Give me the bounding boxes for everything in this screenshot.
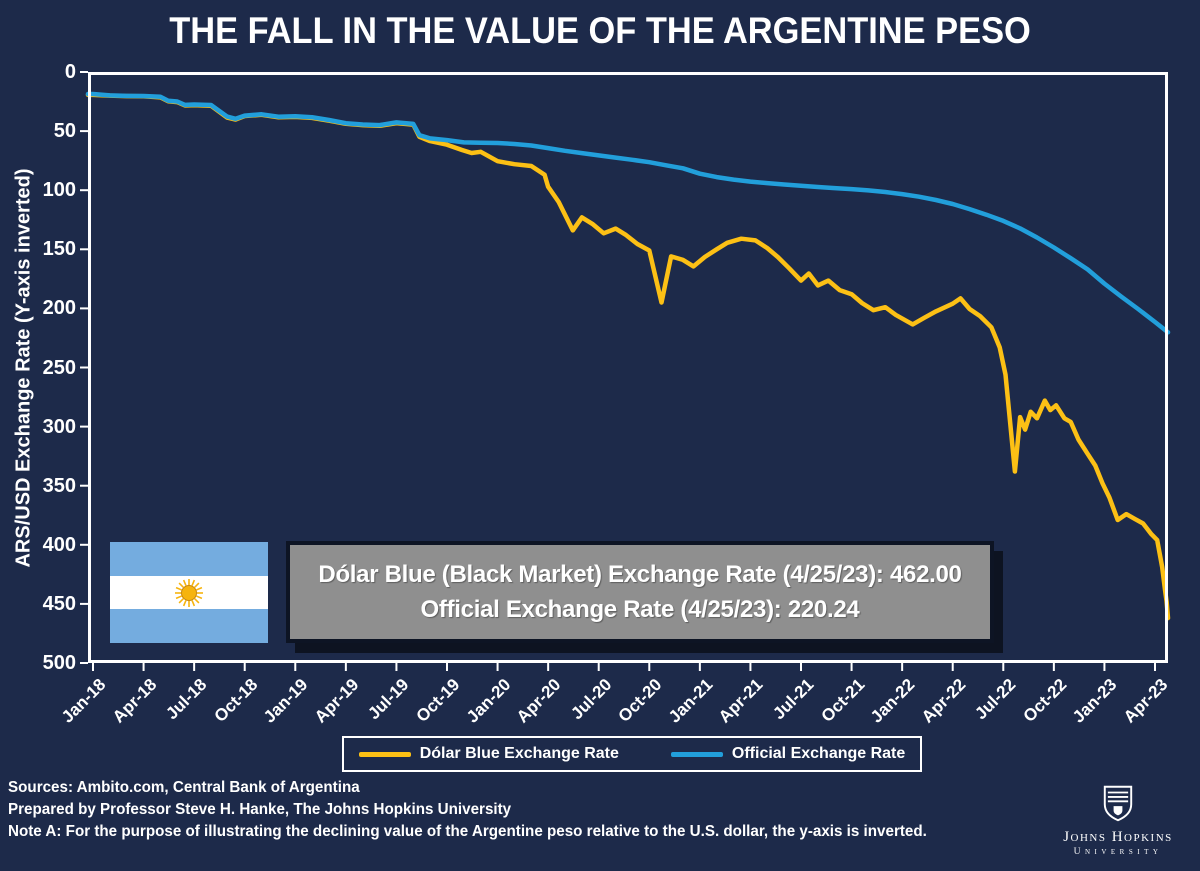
jhu-logo-university: University <box>1073 847 1163 857</box>
y-tick-label: 150 <box>42 238 76 261</box>
dolar-blue-line-swatch <box>358 751 411 757</box>
official-line <box>85 91 1171 335</box>
johns-hopkins-logo: Johns Hopkins University <box>1058 785 1178 857</box>
jhu-shield-icon <box>1103 785 1133 822</box>
footer-notes: Sources: Ambito.com, Central Bank of Arg… <box>8 777 927 843</box>
y-tick-label: 500 <box>42 652 76 674</box>
y-tick-label: 200 <box>42 297 76 320</box>
chart-legend: Dólar Blue Exchange Rate Official Exchan… <box>342 736 922 772</box>
legend-item-dolar-blue: Dólar Blue Exchange Rate <box>358 745 619 763</box>
legend-label-official: Official Exchange Rate <box>731 745 906 762</box>
note-a-line: Note A: For the purpose of illustrating … <box>8 823 927 840</box>
argentina-flag <box>110 542 268 644</box>
plot-frame <box>88 72 1168 663</box>
jhu-logo-name: Johns Hopkins <box>1063 829 1173 845</box>
dolar-blue-line <box>85 92 1171 621</box>
legend-label-dolar-blue: Dólar Blue Exchange Rate <box>419 745 619 762</box>
sources-line: Sources: Ambito.com, Central Bank of Arg… <box>8 779 360 796</box>
y-tick-label: 350 <box>42 474 76 497</box>
annotation-line-2: Official Exchange Rate (4/25/23): 220.24 <box>420 595 860 623</box>
legend-item-official: Official Exchange Rate <box>670 745 906 763</box>
y-tick-label: 250 <box>42 356 76 379</box>
y-tick-label: 450 <box>42 592 76 615</box>
y-tick-label: 300 <box>42 415 76 438</box>
page-title: THE FALL IN THE VALUE OF THE ARGENTINE P… <box>169 10 1031 51</box>
flag-stripe-top <box>110 542 268 576</box>
flag-stripe-bottom <box>110 609 268 644</box>
y-tick-label: 50 <box>53 120 76 143</box>
y-tick-label: 0 <box>64 61 76 83</box>
prepared-by-line: Prepared by Professor Steve H. Hanke, Th… <box>8 801 512 818</box>
sun-of-may-icon <box>175 578 203 607</box>
annotation-box: Dólar Blue (Black Market) Exchange Rate … <box>286 541 994 643</box>
y-tick-label: 400 <box>42 533 76 556</box>
y-tick-label: 100 <box>42 179 76 202</box>
annotation-line-1: Dólar Blue (Black Market) Exchange Rate … <box>318 560 962 588</box>
official-line-swatch <box>670 751 723 757</box>
